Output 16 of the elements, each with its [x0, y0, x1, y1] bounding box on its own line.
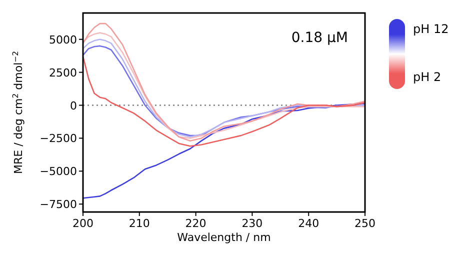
y-tick-label: −7500	[40, 198, 77, 212]
y-tick-label: 2500	[49, 66, 77, 80]
x-tick-label: 210	[128, 217, 150, 230]
x-axis-title: Wavelength / nm	[177, 231, 271, 244]
y-tick-label: 5000	[49, 33, 77, 46]
y-tick-label: −2500	[40, 132, 77, 146]
legend-label: pH 12	[413, 22, 449, 36]
x-tick-label: 240	[298, 217, 320, 230]
x-tick-label: 200	[72, 217, 94, 230]
x-tick-label: 230	[242, 217, 263, 230]
y-tick-label: −5000	[40, 165, 77, 178]
legend-label: pH 2	[413, 70, 442, 84]
x-tick-label: 250	[354, 217, 376, 230]
annotation: 0.18 µM	[291, 30, 348, 46]
y-tick-label: 0	[70, 99, 77, 112]
x-tick-label: 220	[185, 217, 206, 230]
